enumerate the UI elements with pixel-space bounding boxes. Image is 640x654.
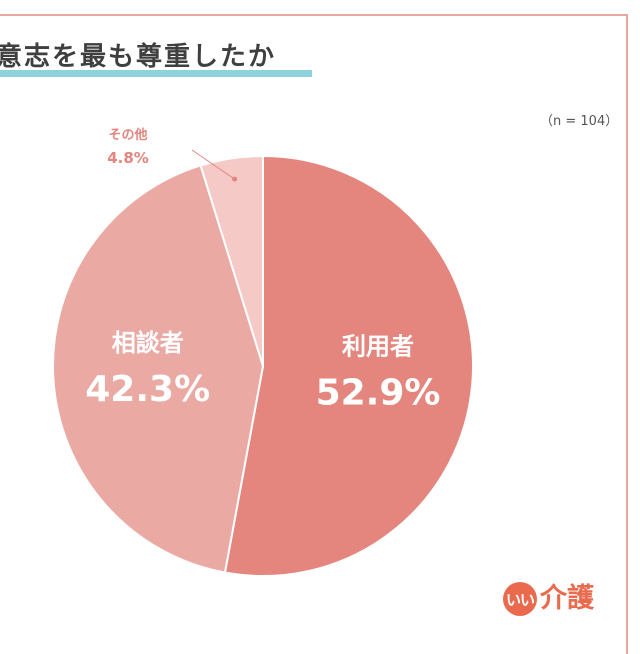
slice-user-category-label: 利用者 <box>342 333 414 361</box>
slice-other-value-label: 4.8% <box>107 149 149 167</box>
title-underline <box>0 70 312 77</box>
brand-logo: いい 介護 <box>503 582 594 616</box>
logo-badge: いい <box>503 582 537 616</box>
slice-other-category-label: その他 <box>108 127 147 143</box>
pie-chart: 利用者 52.9% 相談者 42.3% その他 4.8% <box>52 127 474 577</box>
sample-size: （n = 104） <box>540 114 619 129</box>
slice-consultant-value-label: 42.3% <box>85 369 210 410</box>
slice-consultant <box>52 164 265 574</box>
slice-consultant-category-label: 相談者 <box>112 329 184 357</box>
slice-other-leader-line <box>191 149 235 180</box>
slice-other <box>199 154 264 367</box>
slice-user <box>223 154 474 577</box>
logo-text: 介護 <box>540 583 594 614</box>
chart-frame <box>0 14 628 654</box>
slice-user-value-label: 52.9% <box>316 373 441 414</box>
chart-title: 意志を最も尊重したか <box>0 42 277 72</box>
